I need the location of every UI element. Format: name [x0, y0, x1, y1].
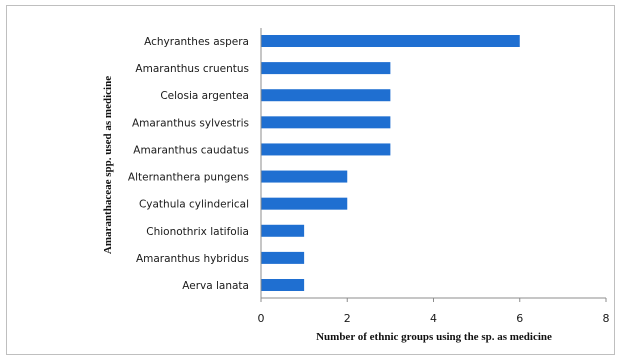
- category-label: Amaranthus caudatus: [133, 144, 249, 156]
- category-label: Amaranthus sylvestris: [132, 117, 249, 129]
- bar: [261, 251, 305, 264]
- bar: [261, 116, 391, 129]
- category-label: Amaranthus cruentus: [135, 63, 249, 75]
- x-tick-label: 8: [603, 312, 610, 325]
- category-label: Cyathula cylinderical: [139, 199, 249, 211]
- bar: [261, 224, 305, 237]
- x-axis-title: Number of ethnic groups using the sp. as…: [316, 331, 552, 343]
- bar: [261, 197, 348, 210]
- bar: [261, 89, 391, 102]
- category-label: Celosia argentea: [160, 90, 249, 102]
- bar: [261, 62, 391, 75]
- bar: [261, 279, 305, 291]
- category-labels: Achyranthes aspera Amaranthus cruentus Cel…: [128, 36, 249, 292]
- x-tick-label: 4: [430, 312, 437, 325]
- x-tick-label: 0: [258, 312, 265, 325]
- category-label: Aerva lanata: [182, 280, 249, 292]
- x-tick-label: 6: [516, 312, 523, 325]
- y-axis-title: Amaranthaceae spp. used as medicine: [102, 76, 114, 254]
- bar: [261, 35, 520, 47]
- bar: [261, 170, 348, 183]
- bar: [261, 143, 391, 156]
- bars-group: [261, 35, 520, 291]
- x-ticks: 0 2 4 6 8: [258, 298, 610, 325]
- x-tick-label: 2: [344, 312, 351, 325]
- category-label: Achyranthes aspera: [144, 36, 249, 48]
- category-label: Chionothrix latifolia: [146, 226, 249, 238]
- category-label: Alternanthera pungens: [128, 172, 249, 184]
- category-label: Amaranthus hybridus: [136, 253, 249, 265]
